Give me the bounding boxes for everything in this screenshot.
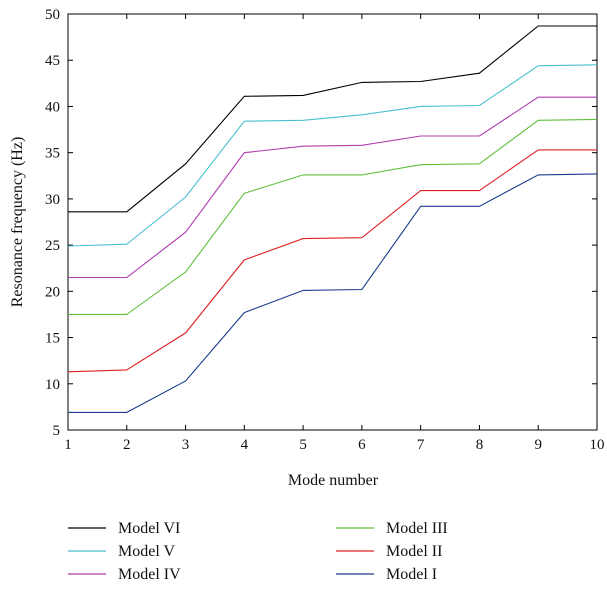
x-tick-label: 4 [241,437,249,453]
series-lines [67,25,598,413]
legend-item-model-i: Model I [336,566,437,583]
y-tick-label: 10 [45,377,60,393]
legend-item-model-ii: Model II [336,543,442,560]
y-tick-label: 50 [45,7,60,23]
x-tick-label: 6 [358,437,366,453]
y-tick-label: 35 [45,146,60,162]
y-tick-label: 25 [45,238,60,254]
legend-item-model-iv: Model IV [68,566,181,583]
legend-label: Model V [118,543,175,560]
legend: Model VI Model V Model IV Model III Model II… [68,520,448,583]
series-line-model-iii [68,118,598,315]
y-tick-label: 20 [45,284,60,300]
y-axis-ticks: 5 10 15 20 25 30 35 40 45 50 [45,7,597,439]
plot-frame [67,13,598,431]
x-tick-label: 10 [590,437,605,453]
legend-label: Model III [386,520,448,537]
series-line-model-ii [67,149,597,373]
legend-item-model-vi: Model VI [68,520,180,537]
x-tick-label: 2 [123,437,131,453]
y-tick-label: 30 [45,192,60,208]
x-tick-label: 7 [417,437,425,453]
legend-label: Model VI [118,520,180,537]
legend-label: Model II [386,543,442,560]
plot-area [67,13,598,431]
y-tick-label: 45 [45,53,60,69]
series-line-model-v [67,64,598,247]
y-tick-label: 5 [53,423,61,439]
x-tick-label: 5 [299,437,307,453]
x-tick-label: 3 [182,437,190,453]
y-tick-label: 40 [45,99,60,115]
legend-label: Model IV [118,566,181,583]
legend-item-model-v: Model V [68,543,175,560]
x-tick-label: 9 [534,437,542,453]
y-axis-label: Resonance frequency (Hz) [9,137,26,308]
y-tick-label: 15 [45,331,60,347]
legend-label: Model I [386,566,437,583]
series-line-model-iv [68,96,597,279]
legend-item-model-iii: Model III [336,520,448,537]
x-tick-label: 8 [476,437,484,453]
x-axis-label: Mode number [288,472,379,489]
x-axis-ticks: 1 2 3 4 5 6 7 8 9 10 [64,14,605,453]
x-tick-label: 1 [64,437,72,453]
series-line-model-vi [68,25,597,213]
series-line-model-i [68,173,598,413]
